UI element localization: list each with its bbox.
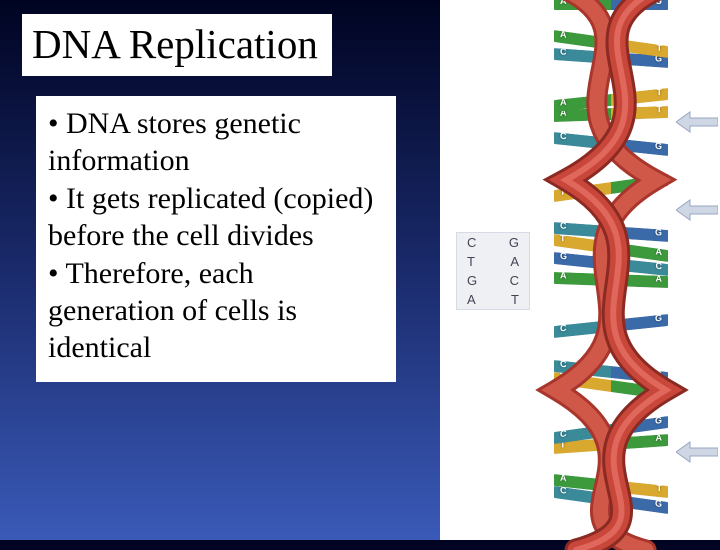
base-cell: T: [511, 292, 519, 307]
base-cell: G: [467, 273, 477, 288]
bullet-1: DNA stores genetic information: [48, 106, 382, 179]
table-row: T A: [457, 252, 529, 271]
base-pair-table: C G T A G C A T: [456, 232, 530, 310]
dna-strand-front: [526, 0, 696, 550]
table-row: C G: [457, 233, 529, 252]
base-cell: C: [510, 273, 519, 288]
dna-illustration-panel: C G T A G C A T CGATTACGTACGCGAAGCTACGTA…: [440, 0, 720, 540]
base-cell: A: [510, 254, 519, 269]
table-row: A T: [457, 290, 529, 309]
base-cell: C: [467, 235, 476, 250]
bullet-2: It gets replicated (copied) before the c…: [48, 181, 382, 254]
bullet-3: Therefore, each generation of cells is i…: [48, 256, 382, 366]
base-cell: G: [509, 235, 519, 250]
page-title: DNA Replication: [22, 14, 332, 76]
dna-helix: CGATTACGTACGCGAAGCTACGTACGATATCGATAG: [526, 0, 696, 550]
table-row: G C: [457, 271, 529, 290]
base-cell: T: [467, 254, 475, 269]
base-cell: A: [467, 292, 476, 307]
content-panel: DNA stores genetic information It gets r…: [36, 96, 396, 382]
